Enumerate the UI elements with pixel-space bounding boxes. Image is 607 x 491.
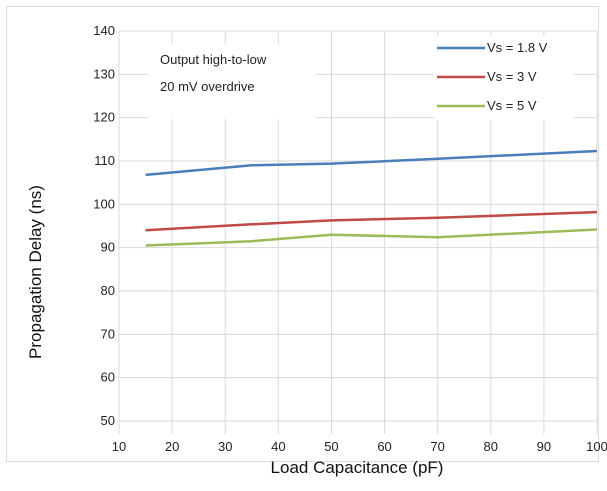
y-tick-label: 90 <box>101 240 115 255</box>
y-tick-label: 70 <box>101 326 115 341</box>
y-axis-title: Propagation Delay (ns) <box>26 185 45 359</box>
y-tick-labels: 50 60 70 80 90 100 110 120 130 140 <box>93 23 115 428</box>
series-line-3 <box>145 228 598 247</box>
x-tick-labels: 10 20 30 40 50 60 70 80 90 100 <box>112 439 607 454</box>
y-tick-label: 60 <box>101 370 115 385</box>
x-tick-label: 90 <box>537 439 551 454</box>
series-line-2 <box>145 210 598 232</box>
x-tick-label: 10 <box>112 439 126 454</box>
x-tick-label: 80 <box>484 439 498 454</box>
legend-label: Vs = 3 V <box>487 69 537 84</box>
x-tick-label: 60 <box>377 439 391 454</box>
chart-frame <box>6 6 599 462</box>
y-tick-label: 140 <box>93 23 115 38</box>
legend: Vs = 1.8 V Vs = 3 V Vs = 5 V <box>434 36 574 120</box>
x-tick-label: 50 <box>324 439 338 454</box>
annotation-box <box>148 44 316 119</box>
series-lines <box>145 149 598 247</box>
annotation-line-1: Output high-to-low <box>160 52 267 67</box>
x-tick-label: 20 <box>165 439 179 454</box>
legend-label: Vs = 5 V <box>487 98 537 113</box>
series-line-1 <box>145 149 598 177</box>
y-tick-label: 110 <box>94 153 115 168</box>
x-tick-label: 70 <box>430 439 444 454</box>
y-tick-label: 100 <box>93 196 115 211</box>
annotation-line-2: 20 mV overdrive <box>160 79 255 94</box>
x-axis-title: Load Capacitance (pF) <box>271 458 444 477</box>
y-tick-label: 130 <box>93 66 115 81</box>
y-tick-label: 50 <box>101 413 115 428</box>
y-tick-label: 120 <box>93 110 115 125</box>
x-tick-label: 100 <box>586 439 607 454</box>
x-tick-label: 30 <box>218 439 232 454</box>
x-tick-label: 40 <box>271 439 285 454</box>
legend-label: Vs = 1.8 V <box>487 40 548 55</box>
y-tick-label: 80 <box>101 283 115 298</box>
